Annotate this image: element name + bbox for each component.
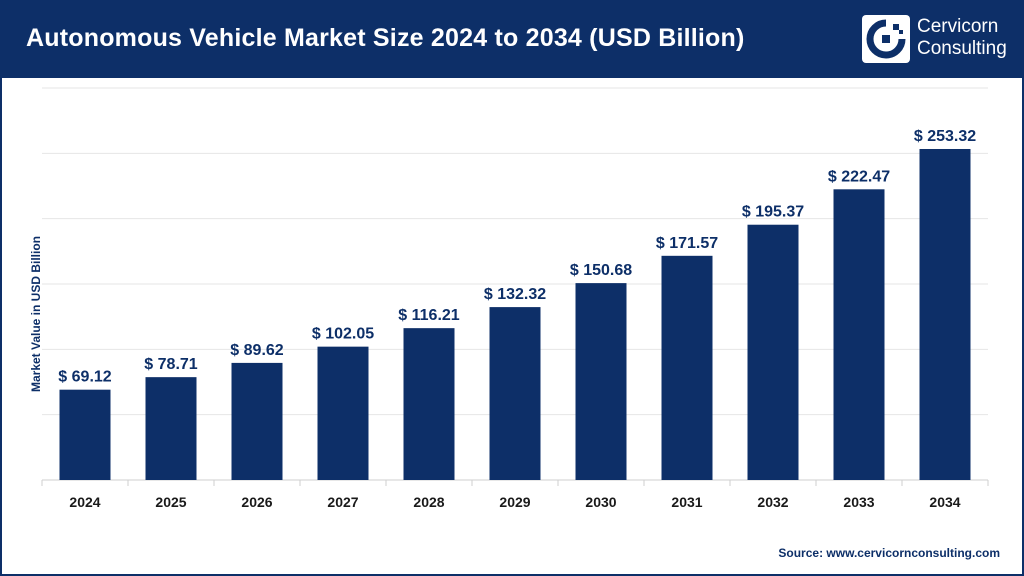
- x-tick-label-2032: 2032: [757, 494, 788, 510]
- y-axis-label: Market Value in USD Billion: [29, 235, 43, 393]
- x-tick-label-2030: 2030: [585, 494, 616, 510]
- brand-line-1: Cervicorn: [917, 16, 999, 37]
- bar-2026: [231, 362, 283, 480]
- data-label-2024: $ 69.12: [58, 369, 111, 386]
- x-tick-label-2027: 2027: [327, 494, 358, 510]
- bar-2027: [317, 346, 369, 480]
- x-tick-label-2028: 2028: [413, 494, 444, 510]
- bar-2034: [919, 148, 971, 480]
- data-label-2034: $ 253.32: [914, 128, 976, 145]
- bar-chart: $ 69.12 2024 $ 78.71 2025 $ 89.62 2026 $ 102.0…: [2, 78, 1022, 548]
- data-label-2026: $ 89.62: [230, 342, 283, 359]
- x-tick-label-2029: 2029: [499, 494, 530, 510]
- data-label-2033: $ 222.47: [828, 168, 890, 185]
- brand-logo-text: Cervicorn Consulting: [917, 16, 1007, 60]
- x-tick-label-2026: 2026: [241, 494, 272, 510]
- x-tick-label-2033: 2033: [843, 494, 874, 510]
- bar-2033: [833, 189, 885, 480]
- bar-2024: [59, 389, 111, 480]
- x-tick-label-2025: 2025: [155, 494, 186, 510]
- data-label-2030: $ 150.68: [570, 262, 632, 279]
- x-tick-label-2031: 2031: [671, 494, 702, 510]
- bar-chart-svg: $ 69.12 2024 $ 78.71 2025 $ 89.62 2026 $ 102.0…: [41, 87, 989, 510]
- cervicorn-logo-icon: [862, 15, 910, 63]
- bar-2031: [661, 255, 713, 480]
- source-note: Source: www.cervicornconsulting.com: [778, 546, 1000, 560]
- header-bar: Autonomous Vehicle Market Size 2024 to 2…: [2, 2, 1022, 78]
- bar-2032: [747, 224, 799, 480]
- data-label-2032: $ 195.37: [742, 204, 804, 221]
- data-label-2029: $ 132.32: [484, 286, 546, 303]
- x-tick-label-2024: 2024: [69, 494, 100, 510]
- bar-2029: [489, 307, 541, 480]
- brand-line-2: Consulting: [917, 38, 1007, 59]
- chart-title: Autonomous Vehicle Market Size 2024 to 2…: [26, 24, 745, 52]
- bar-2030: [575, 283, 627, 480]
- data-label-2025: $ 78.71: [144, 356, 197, 373]
- data-label-2028: $ 116.21: [398, 307, 460, 324]
- bar-2025: [145, 377, 197, 480]
- bar-2028: [403, 328, 455, 480]
- data-label-2031: $ 171.57: [656, 235, 718, 252]
- x-tick-label-2034: 2034: [929, 494, 960, 510]
- data-label-2027: $ 102.05: [312, 326, 374, 343]
